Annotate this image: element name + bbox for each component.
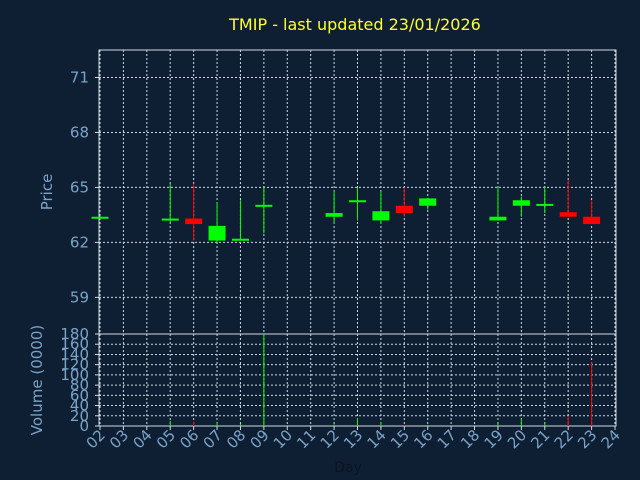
x-tick-label: 23 <box>574 426 600 452</box>
x-tick-label: 19 <box>481 426 507 452</box>
x-tick-label: 13 <box>340 426 366 452</box>
candle-body <box>255 204 273 207</box>
x-axis-label: Day <box>334 460 362 476</box>
price-panel: 59 62 65 68 71 Price <box>38 49 617 335</box>
x-tick-label: 04 <box>129 426 155 452</box>
volume-tick-label: 40 <box>70 397 89 415</box>
volume-tick-label: 80 <box>70 376 89 394</box>
candle-body <box>185 218 203 225</box>
price-tick-label: 68 <box>70 123 89 141</box>
volume-tick-label: 20 <box>70 407 89 425</box>
volume-tick-label: 120 <box>60 356 89 374</box>
volume-tick-label: 0 <box>79 417 89 435</box>
x-tick-label: 06 <box>176 426 202 452</box>
candle-body <box>349 200 366 203</box>
candle-body <box>231 238 249 241</box>
volume-grid <box>99 333 616 427</box>
x-axis-ticks: 0203040506070809101112131415161718192021… <box>83 426 624 452</box>
volume-tick-label: 60 <box>70 386 89 404</box>
price-tick-label: 62 <box>70 233 89 251</box>
volume-tick-label: 180 <box>60 325 89 343</box>
price-tick-label: 65 <box>70 178 89 196</box>
candle-body <box>559 212 577 217</box>
x-tick-label: 24 <box>598 426 624 452</box>
price-tick-label: 71 <box>70 68 89 86</box>
price-axis-label: Price <box>38 174 56 211</box>
x-tick-label: 18 <box>457 426 483 452</box>
volume-tick-label: 160 <box>60 335 89 353</box>
x-tick-label: 09 <box>246 426 272 452</box>
candle-body <box>208 225 226 241</box>
chart-title: TMIP - last updated 23/01/2026 <box>228 15 481 34</box>
x-tick-label: 14 <box>364 426 390 452</box>
price-tick-label: 59 <box>70 288 89 306</box>
x-tick-label: 03 <box>106 426 132 452</box>
candle-body <box>161 218 179 221</box>
x-tick-label: 16 <box>410 426 436 452</box>
x-tick-label: 12 <box>317 426 343 452</box>
candle-body <box>372 211 390 221</box>
candlesticks <box>91 180 601 243</box>
price-y-ticks: 59 62 65 68 71 <box>70 68 99 306</box>
x-tick-label: 08 <box>223 426 249 452</box>
volume-tick-label: 100 <box>60 366 89 384</box>
x-tick-label: 20 <box>504 426 530 452</box>
x-tick-label: 21 <box>527 426 553 452</box>
candle-body <box>91 216 109 219</box>
x-tick-label: 17 <box>434 426 460 452</box>
candle-body <box>536 203 554 206</box>
x-tick-label: 05 <box>153 426 179 452</box>
x-tick-label: 22 <box>551 426 577 452</box>
x-tick-label: 10 <box>270 426 296 452</box>
x-tick-label: 11 <box>293 426 319 452</box>
volume-axis-label: Volume (0000) <box>28 325 46 435</box>
x-tick-label: 07 <box>200 426 226 452</box>
candle-body <box>583 216 601 225</box>
volume-bars <box>169 334 593 426</box>
x-tick-label: 15 <box>387 426 413 452</box>
candle-body <box>395 205 413 214</box>
candle-body <box>489 216 507 221</box>
candle-body <box>325 213 343 217</box>
candle-body <box>419 198 437 206</box>
candle-body <box>512 200 530 206</box>
volume-tick-label: 140 <box>60 345 89 363</box>
